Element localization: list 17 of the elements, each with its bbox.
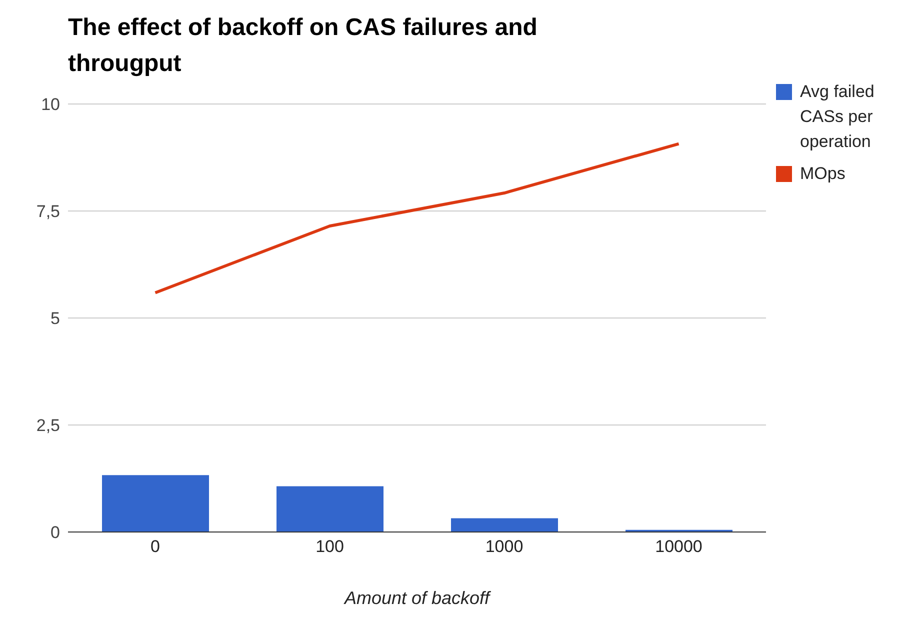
y-tick-label: 10 xyxy=(41,95,60,114)
bar xyxy=(451,518,558,532)
x-tick-label: 1000 xyxy=(485,537,524,556)
bar xyxy=(276,486,384,532)
line-series xyxy=(154,142,680,294)
x-tick-label: 0 xyxy=(150,537,160,556)
bar xyxy=(102,475,209,532)
chart-title: The effect of backoff on CAS failures and througput xyxy=(67,13,538,79)
y-tick-label: 2,5 xyxy=(36,416,60,436)
x-tick-label: 100 xyxy=(316,537,344,556)
y-tick-label: 0 xyxy=(50,523,60,542)
y-tick-label: 7,5 xyxy=(36,202,60,222)
x-axis-title: Amount of backoff xyxy=(343,588,492,608)
x-tick-label: 10000 xyxy=(655,537,702,556)
y-tick-label: 5 xyxy=(50,309,60,328)
legend-label: MOps xyxy=(800,163,846,185)
legend-label: Avg failed CASs per operation xyxy=(800,81,876,153)
